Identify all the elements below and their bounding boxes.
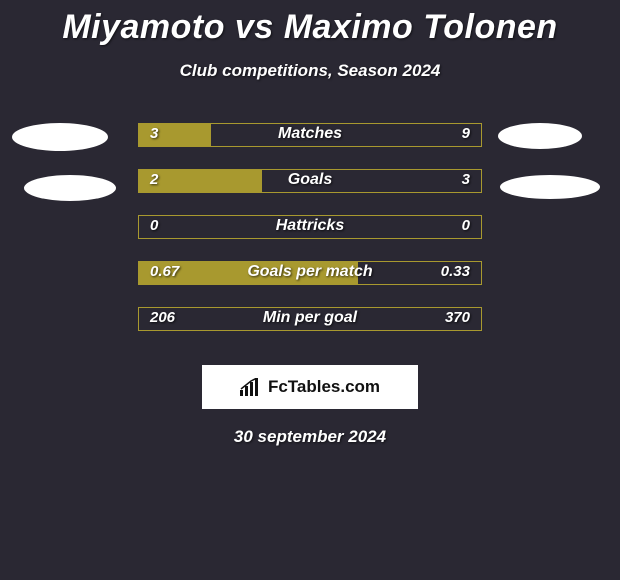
stat-label: Matches [138, 125, 482, 143]
comparison-chart: 39Matches23Goals00Hattricks0.670.33Goals… [0, 123, 620, 353]
stat-row: 206370Min per goal [0, 307, 620, 353]
page-subtitle: Club competitions, Season 2024 [0, 61, 620, 81]
stat-label: Goals per match [138, 263, 482, 281]
date-line: 30 september 2024 [0, 427, 620, 447]
stat-row: 00Hattricks [0, 215, 620, 261]
stat-row: 0.670.33Goals per match [0, 261, 620, 307]
stat-label: Goals [138, 171, 482, 189]
page-title: Miyamoto vs Maximo Tolonen [0, 0, 620, 47]
stat-label: Hattricks [138, 217, 482, 235]
site-logo-text: FcTables.com [268, 377, 380, 397]
stat-row: 23Goals [0, 169, 620, 215]
stat-label: Min per goal [138, 309, 482, 327]
bar-chart-icon [240, 378, 262, 396]
stat-row: 39Matches [0, 123, 620, 169]
site-logo: FcTables.com [202, 365, 418, 409]
